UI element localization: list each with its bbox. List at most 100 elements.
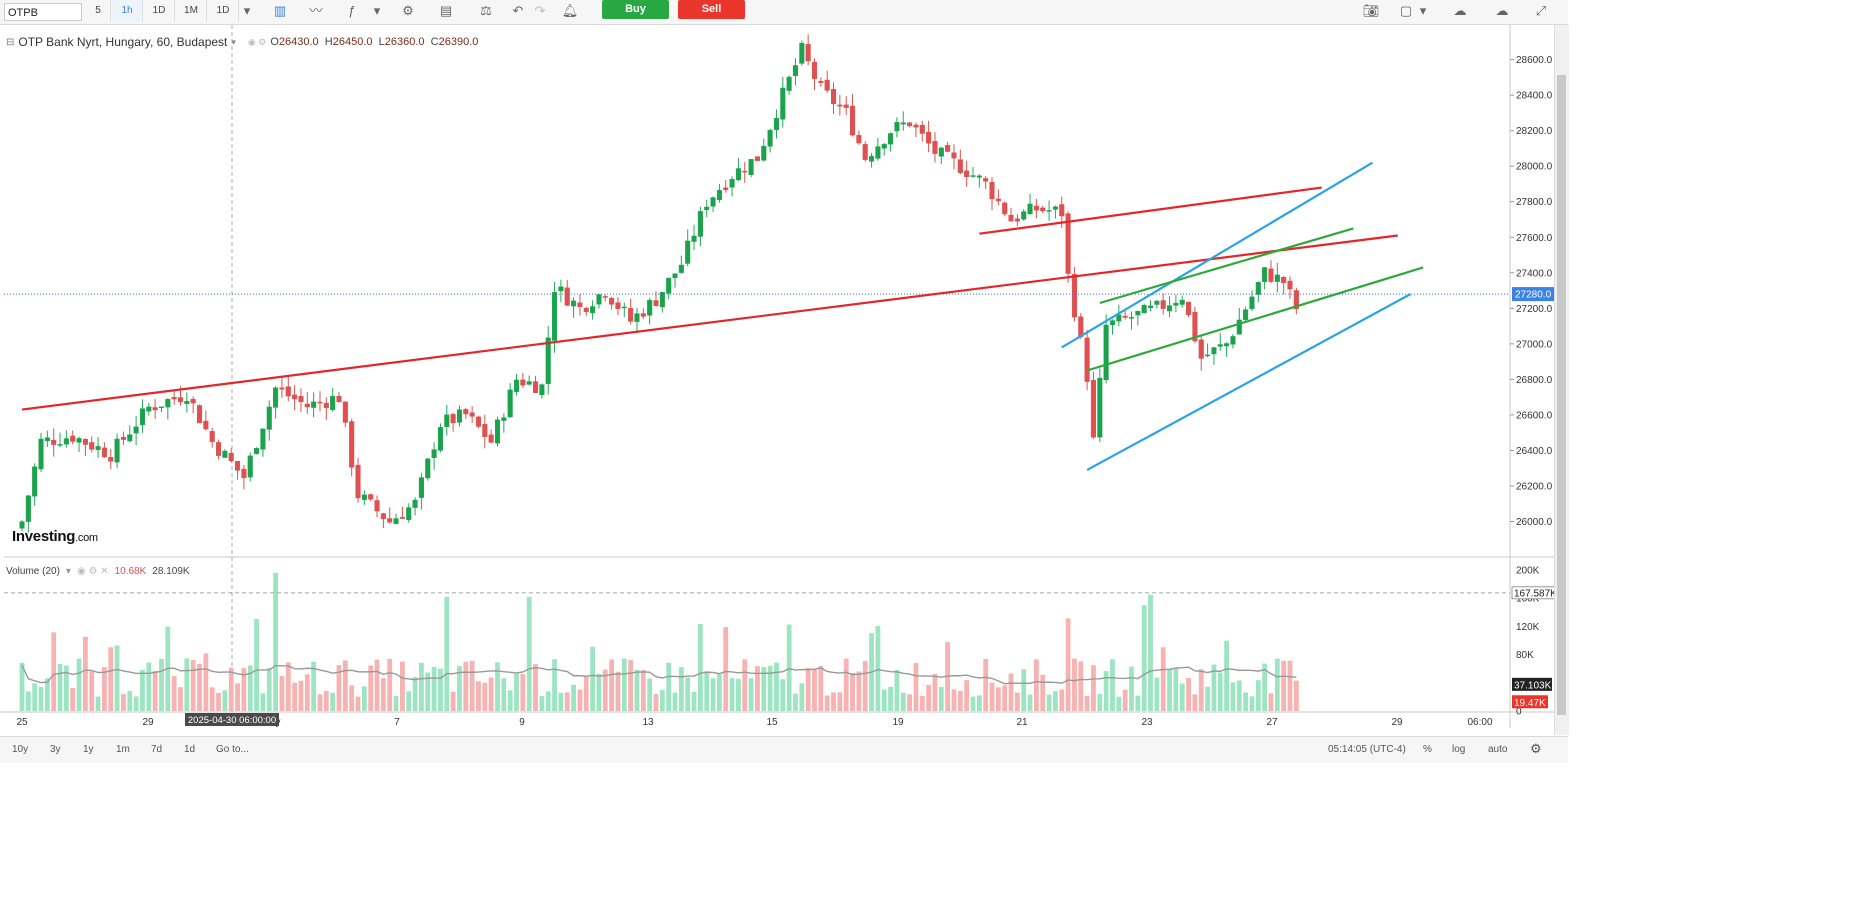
- candle-body: [983, 178, 989, 182]
- volume-bar: [964, 680, 970, 711]
- candle-body: [989, 182, 995, 200]
- auto-toggle[interactable]: auto: [1488, 744, 1508, 755]
- volume-bar: [342, 660, 348, 711]
- range-7d[interactable]: 7d: [151, 744, 163, 755]
- candle-body: [1230, 336, 1236, 345]
- camera-icon[interactable]: 📷︎: [1362, 3, 1380, 18]
- cloud-icon[interactable]: ☁: [1453, 3, 1467, 18]
- collapse-icon[interactable]: ⊟: [6, 36, 15, 48]
- candle-body: [970, 175, 976, 177]
- chevron-down-icon[interactable]: ▾: [65, 566, 71, 577]
- log-toggle[interactable]: log: [1452, 744, 1466, 755]
- volume-bar: [1230, 682, 1236, 711]
- volume-bar: [260, 693, 266, 711]
- candle-body: [469, 412, 475, 417]
- volume-bar: [108, 647, 114, 711]
- compare-icon[interactable]: ⚖: [480, 3, 492, 18]
- legend-eye-icon[interactable]: ◉ ⚙: [247, 36, 267, 47]
- candle-body: [1122, 315, 1128, 318]
- bar-chart-icon[interactable]: ▤: [439, 3, 453, 18]
- volume-bar: [856, 671, 862, 711]
- volume-bar: [133, 696, 139, 711]
- interval-5[interactable]: 5: [86, 0, 111, 22]
- interval-1m[interactable]: 1M: [176, 0, 207, 22]
- volume-bar: [1141, 605, 1147, 711]
- volume-bar: [368, 665, 374, 711]
- candle-body: [843, 104, 849, 108]
- range-3y[interactable]: 3y: [50, 744, 61, 755]
- line-chart-icon[interactable]: 〰: [309, 3, 323, 18]
- volume-bar: [235, 683, 240, 711]
- volume-bar: [1173, 668, 1179, 711]
- volume-bar: [146, 662, 152, 711]
- range-1m[interactable]: 1m: [116, 744, 130, 755]
- candle-body: [228, 453, 234, 462]
- symbol-input[interactable]: OTPB: [4, 3, 82, 21]
- volume-bar: [190, 659, 196, 711]
- volume-bar: [209, 687, 215, 711]
- candles-icon[interactable]: ▥: [273, 3, 287, 18]
- price-tick-label: 26800.0: [1516, 375, 1553, 386]
- vertical-scrollbar[interactable]: [1554, 25, 1569, 735]
- chevron-down-icon[interactable]: ▾: [373, 3, 381, 18]
- candle-body: [1090, 380, 1097, 438]
- interval-1d[interactable]: 1D: [144, 0, 175, 22]
- chevron-down-icon[interactable]: ▾: [231, 36, 236, 47]
- time-tick-label: 19: [892, 717, 904, 728]
- interval-1d-alt[interactable]: 1D: [208, 0, 239, 22]
- volume-bar: [406, 691, 412, 711]
- volume-dashed-label: 167.587K: [1514, 588, 1557, 599]
- candle-body: [805, 44, 811, 62]
- volume-bar: [44, 678, 50, 711]
- gear-icon[interactable]: ⚙: [402, 3, 414, 18]
- range-1d[interactable]: 1d: [184, 744, 196, 755]
- volume-bar: [596, 674, 602, 711]
- volume-bar: [349, 685, 355, 711]
- volume-bar: [685, 677, 691, 711]
- chevron-down-icon[interactable]: ▾: [1419, 3, 1427, 18]
- volume-bar: [495, 662, 500, 711]
- percent-toggle[interactable]: %: [1423, 744, 1432, 755]
- volume-ma-line: [21, 664, 1297, 685]
- candle-body: [387, 518, 393, 523]
- goto-button[interactable]: Go to...: [216, 744, 249, 755]
- indicators-icon[interactable]: ƒ: [348, 3, 356, 18]
- volume-bar: [1154, 677, 1160, 711]
- chart-area[interactable]: 26000.0 26200.0 26400.0 26600.0 26800.0 27000…: [0, 25, 1568, 735]
- candle-body: [1274, 274, 1280, 282]
- candle-body: [767, 129, 773, 147]
- candle-body: [926, 131, 932, 144]
- candle-body: [792, 65, 799, 76]
- last-price-box: [1512, 287, 1554, 302]
- candle-body: [298, 396, 304, 402]
- price-chart[interactable]: 26000.0 26200.0 26400.0 26600.0 26800.0 27000…: [0, 25, 1568, 735]
- gear-icon[interactable]: ⚙: [1530, 741, 1542, 756]
- volume-bar: [767, 665, 773, 711]
- alert-bell-icon[interactable]: 🔔︎: [561, 3, 579, 18]
- buy-button[interactable]: Buy: [602, 0, 669, 19]
- chevron-down-icon[interactable]: ▾: [243, 3, 251, 18]
- redo-icon[interactable]: ↷: [534, 3, 546, 18]
- candle-body: [704, 206, 710, 211]
- volume-bar: [197, 663, 202, 711]
- fullscreen-icon[interactable]: ⤢: [1535, 3, 1547, 18]
- candle-body: [127, 434, 133, 442]
- undo-icon[interactable]: ↶: [512, 3, 524, 18]
- volume-bar: [640, 669, 646, 711]
- range-10y[interactable]: 10y: [12, 744, 29, 755]
- candle-body: [811, 62, 818, 79]
- layout-icon[interactable]: ▢: [1399, 3, 1413, 18]
- candle-body: [342, 401, 348, 423]
- candle-body: [44, 437, 50, 442]
- volume-bar: [419, 662, 424, 711]
- interval-1h[interactable]: 1h: [112, 0, 143, 22]
- volume-bar: [1224, 640, 1229, 711]
- range-1y[interactable]: 1y: [83, 744, 94, 755]
- volume-bar: [152, 671, 158, 711]
- cloud-upload-icon[interactable]: ☁: [1495, 3, 1509, 18]
- volume-settings-icon[interactable]: ◉ ⚙ ✕: [76, 566, 109, 577]
- volume-bar: [520, 674, 526, 711]
- volume-bar: [1167, 669, 1172, 711]
- trendline-red: [21, 234, 1398, 411]
- sell-button[interactable]: Sell: [678, 0, 745, 19]
